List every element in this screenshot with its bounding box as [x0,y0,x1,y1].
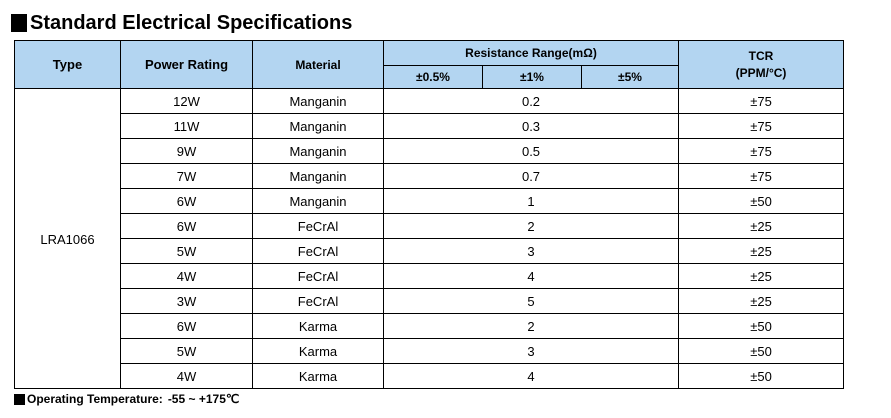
material-cell: Karma [252,313,384,339]
material-cell: FeCrAl [252,213,384,239]
power-rating-cell: 5W [120,238,253,264]
resistance-cell: 4 [382,263,680,289]
resistance-cell: 0.3 [382,113,680,139]
tcr-cell: ±25 [678,238,845,264]
table-row: 5W Karma 3 ±50 [15,338,845,364]
tcr-cell: ±50 [678,338,845,364]
material-cell: FeCrAl [252,238,384,264]
header-tcr-line1: TCR [748,48,774,63]
table-row: 3W FeCrAl 5 ±25 [15,288,845,314]
material-cell: Manganin [252,163,384,189]
tcr-cell: ±25 [678,263,845,289]
section-title-text: Standard Electrical Specifications [30,11,353,34]
table-row: 6W Manganin 1 ±50 [15,188,845,214]
table-row: 11W Manganin 0.3 ±75 [15,113,845,139]
spec-table-body: LRA1066 12W Manganin 0.2 ±75 11W Manganin 0.3 ±7… [14,88,845,389]
power-rating-cell: 7W [120,163,253,189]
table-row: 6W Karma 2 ±50 [15,313,845,339]
material-cell: FeCrAl [252,263,384,289]
resistance-cell: 2 [382,313,680,339]
table-row: 9W Manganin 0.5 ±75 [15,138,845,164]
power-rating-cell: 11W [120,113,253,139]
power-rating-cell: 6W [120,188,253,214]
operating-temperature-note: Operating Temperature: -55 ~ +175℃ [14,392,239,406]
material-cell: FeCrAl [252,288,384,314]
table-row: 4W Karma 4 ±50 [15,363,845,389]
power-rating-cell: 3W [120,288,253,314]
square-bullet-icon [11,14,27,32]
header-resistance-range: Resistance Range(mΩ) [382,40,680,66]
operating-temperature-label: Operating Temperature: [27,392,163,406]
tcr-cell: ±75 [678,113,845,139]
table-row: 7W Manganin 0.7 ±75 [15,163,845,189]
power-rating-cell: 6W [120,213,253,239]
resistance-cell: 0.7 [382,163,680,189]
resistance-cell: 2 [382,213,680,239]
header-tolerance-1: ±1% [482,65,582,89]
resistance-cell: 0.5 [382,138,680,164]
tcr-cell: ±25 [678,288,845,314]
resistance-cell: 3 [382,238,680,264]
material-cell: Manganin [252,188,384,214]
material-cell: Manganin [252,138,384,164]
tcr-cell: ±50 [678,188,845,214]
header-material: Material [252,40,384,89]
table-row: 6W FeCrAl 2 ±25 [15,213,845,239]
type-cell: LRA1066 [14,88,121,389]
tcr-cell: ±75 [678,163,845,189]
resistance-cell: 0.2 [382,88,680,114]
spec-table: Type Power Rating Material Resistance Ra… [14,40,845,389]
header-tcr-line2: (PPM/°C) [735,65,787,80]
resistance-cell: 4 [382,363,680,389]
header-tcr: TCR (PPM/°C) [678,40,845,89]
section-title: Standard Electrical Specifications [11,10,352,36]
power-rating-cell: 9W [120,138,253,164]
resistance-cell: 1 [382,188,680,214]
table-row: 5W FeCrAl 3 ±25 [15,238,845,264]
tcr-cell: ±50 [678,363,845,389]
resistance-cell: 3 [382,338,680,364]
power-rating-cell: 4W [120,363,253,389]
material-cell: Karma [252,338,384,364]
header-power-rating: Power Rating [120,40,253,89]
power-rating-cell: 4W [120,263,253,289]
tcr-cell: ±25 [678,213,845,239]
tcr-cell: ±75 [678,88,845,114]
operating-temperature-value: -55 ~ +175℃ [167,392,240,406]
header-type: Type [14,40,121,89]
table-row: 4W FeCrAl 4 ±25 [15,263,845,289]
header-tolerance-5: ±5% [580,65,680,89]
power-rating-cell: 6W [120,313,253,339]
square-bullet-icon [14,393,25,405]
material-cell: Manganin [252,88,384,114]
resistance-cell: 5 [382,288,680,314]
material-cell: Manganin [252,113,384,139]
header-tolerance-05: ±0.5% [383,65,483,89]
table-row: LRA1066 12W Manganin 0.2 ±75 [14,88,845,389]
tcr-cell: ±75 [678,138,845,164]
tcr-cell: ±50 [678,313,845,339]
material-cell: Karma [252,363,384,389]
power-rating-cell: 12W [120,88,253,114]
power-rating-cell: 5W [120,338,253,364]
